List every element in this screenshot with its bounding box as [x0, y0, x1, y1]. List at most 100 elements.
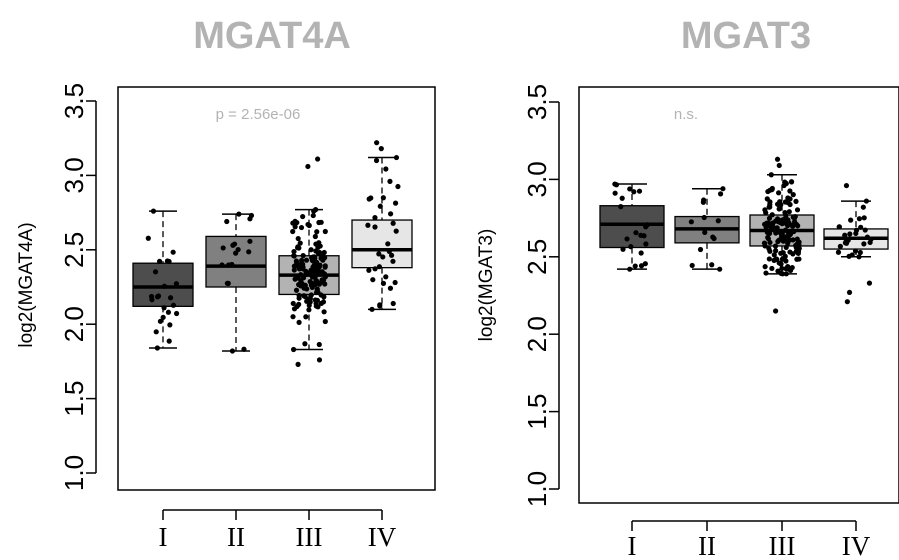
- data-point: [220, 245, 226, 251]
- data-point: [305, 221, 311, 228]
- data-point: [392, 200, 399, 206]
- data-point: [847, 231, 853, 237]
- data-point: [298, 278, 304, 284]
- data-point: [793, 198, 799, 204]
- data-point: [291, 248, 297, 255]
- y-tick-label: 1.0: [522, 471, 552, 507]
- data-point: [309, 280, 315, 286]
- data-point: [316, 341, 322, 348]
- data-point: [309, 274, 316, 280]
- data-point: [775, 268, 781, 274]
- data-point: [786, 209, 792, 215]
- data-point: [312, 297, 318, 303]
- data-point: [842, 235, 848, 241]
- data-point: [308, 247, 314, 253]
- data-point: [307, 299, 313, 305]
- x-tick-label: II: [698, 531, 716, 560]
- data-point: [836, 224, 842, 230]
- data-point: [292, 263, 298, 269]
- data-point: [860, 204, 866, 210]
- data-point: [370, 277, 376, 283]
- data-point: [305, 163, 311, 170]
- data-point: [689, 262, 695, 269]
- data-point: [702, 229, 708, 235]
- data-point: [295, 361, 301, 367]
- data-point: [773, 230, 779, 236]
- data-point: [173, 310, 180, 317]
- chart-title: MGAT4A: [193, 15, 351, 57]
- data-point: [377, 203, 383, 209]
- data-point: [373, 157, 380, 164]
- data-point: [710, 234, 716, 240]
- data-point: [778, 250, 784, 256]
- data-point: [861, 241, 867, 247]
- data-point: [145, 235, 151, 241]
- data-point: [167, 322, 173, 328]
- data-point: [765, 188, 771, 195]
- data-point: [386, 248, 392, 254]
- data-point: [776, 260, 782, 266]
- data-point: [307, 270, 313, 276]
- data-point: [314, 288, 320, 294]
- data-point: [776, 190, 782, 196]
- data-point: [304, 286, 310, 292]
- data-point: [768, 221, 774, 227]
- data-point: [701, 214, 707, 221]
- data-point: [717, 266, 723, 272]
- data-point: [372, 224, 378, 230]
- data-point: [154, 345, 160, 351]
- data-point: [863, 198, 870, 204]
- data-point: [164, 258, 171, 264]
- data-point: [631, 189, 637, 195]
- data-point: [785, 233, 791, 239]
- data-point: [312, 233, 318, 240]
- data-point: [290, 346, 297, 353]
- data-point: [299, 257, 305, 264]
- data-point: [219, 262, 225, 268]
- data-point: [779, 265, 785, 272]
- y-tick-label: 3.5: [522, 84, 552, 120]
- data-point: [773, 248, 779, 254]
- data-point: [774, 156, 781, 162]
- data-point: [781, 182, 787, 189]
- data-point: [247, 238, 253, 244]
- data-point: [310, 266, 316, 272]
- data-point: [789, 222, 796, 229]
- data-point: [291, 306, 298, 312]
- data-point: [717, 191, 724, 197]
- data-point: [715, 218, 721, 224]
- x-tick-label: III: [296, 522, 323, 552]
- data-point: [380, 195, 386, 201]
- plot-frame: [117, 86, 436, 491]
- data-point: [787, 237, 793, 243]
- data-point: [769, 265, 775, 272]
- data-point: [774, 256, 780, 262]
- y-tick-label: 2.5: [522, 239, 552, 275]
- data-point: [783, 244, 789, 251]
- data-point: [632, 263, 638, 269]
- data-point: [322, 264, 328, 270]
- data-point: [291, 267, 297, 273]
- data-point: [377, 302, 383, 308]
- y-axis-label: log2(MGAT3): [476, 229, 497, 342]
- data-point: [767, 199, 773, 205]
- data-point: [835, 249, 842, 255]
- data-point: [322, 318, 328, 325]
- data-point: [776, 237, 782, 243]
- p-value-annotation: p = 2.56e-06: [216, 106, 301, 123]
- x-tick-label: I: [628, 531, 637, 560]
- data-point: [763, 210, 769, 216]
- data-point: [311, 208, 317, 214]
- data-point: [638, 232, 644, 238]
- data-point: [793, 221, 800, 227]
- data-point: [688, 219, 694, 225]
- data-point: [387, 178, 393, 184]
- data-point: [777, 199, 783, 205]
- data-point: [769, 185, 775, 192]
- data-point: [392, 279, 398, 286]
- data-point: [765, 234, 771, 241]
- data-point: [709, 262, 715, 268]
- data-point: [383, 274, 389, 280]
- data-point: [378, 146, 384, 152]
- data-point: [852, 248, 859, 254]
